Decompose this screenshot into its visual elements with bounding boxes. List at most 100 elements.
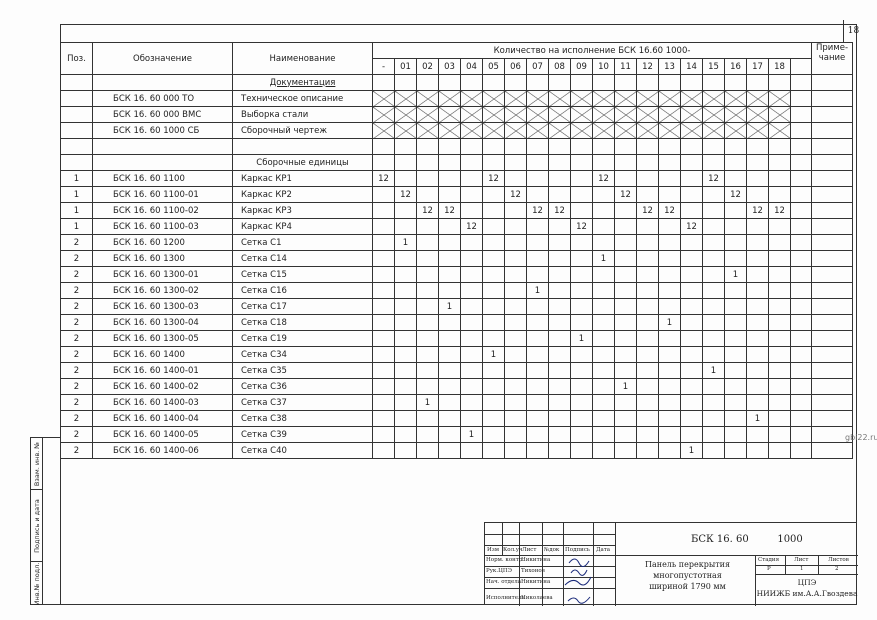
table-row: 2 БСК 16. 60 1300-02 Сетка С16 1 xyxy=(60,282,853,299)
cell-qty-16 xyxy=(724,394,747,411)
cell-qty-04 xyxy=(460,330,483,347)
cell-qty-06 xyxy=(504,154,527,171)
cell-name: Сетка С40 xyxy=(232,442,373,459)
cell-note xyxy=(811,378,853,395)
role-name: Николаева xyxy=(521,595,553,601)
cell-qty-14 xyxy=(680,234,703,251)
cell-qty-08 xyxy=(548,170,571,187)
cell-qty-10 xyxy=(592,330,615,347)
cell-pos: 2 xyxy=(60,314,93,331)
cell-qty-04 xyxy=(460,442,483,459)
cell-qty-17 xyxy=(746,218,769,235)
cell-qty-07 xyxy=(526,250,549,267)
cell-qty-10 xyxy=(592,74,615,91)
cell-qty-10 xyxy=(592,202,615,219)
cell-qty-05 xyxy=(482,122,505,139)
cell-qty-13 xyxy=(658,250,681,267)
cell-qty-01 xyxy=(394,378,417,395)
cell-qty-01 xyxy=(394,106,417,123)
col-header-izm: Изм xyxy=(487,547,500,553)
cell-qty-11 xyxy=(614,394,637,411)
table-row: 2 БСК 16. 60 1400-02 Сетка С36 1 xyxy=(60,378,853,395)
cell-qty-05 xyxy=(482,250,505,267)
cell-qty-08 xyxy=(548,138,571,155)
cell-qty-04 xyxy=(460,154,483,171)
cell-designation: БСК 16. 60 000 ТО xyxy=(92,90,233,107)
cell-qty-08 xyxy=(548,106,571,123)
cell-qty-12: 12 xyxy=(636,202,659,219)
cell-qty-03 xyxy=(438,330,461,347)
table-row: 2 БСК 16. 60 1400-04 Сетка С38 1 xyxy=(60,410,853,427)
cell-qty-02 xyxy=(416,298,439,315)
cell-designation: БСК 16. 60 1300 xyxy=(92,250,233,267)
cell-qty-02 xyxy=(416,90,439,107)
cell-qty-07 xyxy=(526,170,549,187)
cell-qty-05 xyxy=(482,362,505,379)
cell-qty-08 xyxy=(548,218,571,235)
cell-qty-01 xyxy=(394,394,417,411)
sheets-value: 2 xyxy=(835,566,839,572)
cell-note xyxy=(811,250,853,267)
table-row: 1 БСК 16. 60 1100-03 Каркас КР4 12 12 12 xyxy=(60,218,853,235)
cell-qty-01 xyxy=(394,202,417,219)
header-variant: 01 xyxy=(394,58,417,75)
cell-pos xyxy=(60,74,93,91)
cell-qty-02 xyxy=(416,442,439,459)
cell-qty-09 xyxy=(570,266,593,283)
cell-qty-extra xyxy=(790,170,812,187)
cell-qty-11 xyxy=(614,234,637,251)
cell-qty-04 xyxy=(460,394,483,411)
table-row: БСК 16. 60 1000 СБ Сборочный чертеж xyxy=(60,122,853,139)
cell-qty-05 xyxy=(482,74,505,91)
cell-designation: БСК 16. 60 1300-04 xyxy=(92,314,233,331)
cell-qty-base xyxy=(372,74,395,91)
cell-qty-07 xyxy=(526,234,549,251)
cell-qty-08 xyxy=(548,154,571,171)
cell-pos: 2 xyxy=(60,378,93,395)
cell-pos: 1 xyxy=(60,186,93,203)
cell-pos: 2 xyxy=(60,346,93,363)
cell-name: Сетка С14 xyxy=(232,250,373,267)
cell-qty-09 xyxy=(570,90,593,107)
cell-qty-06 xyxy=(504,170,527,187)
cell-qty-04 xyxy=(460,346,483,363)
cell-qty-17 xyxy=(746,250,769,267)
cell-qty-17: 1 xyxy=(746,410,769,427)
cell-designation: БСК 16. 60 1300-02 xyxy=(92,282,233,299)
cell-qty-04 xyxy=(460,234,483,251)
role-label: Рук.ЦПЭ xyxy=(486,568,512,574)
cell-qty-14 xyxy=(680,282,703,299)
cell-qty-base xyxy=(372,394,395,411)
cell-qty-18 xyxy=(768,170,791,187)
cell-qty-15: 1 xyxy=(702,362,725,379)
cell-qty-10 xyxy=(592,378,615,395)
cell-qty-09 xyxy=(570,234,593,251)
cell-designation: БСК 16. 60 1400-05 xyxy=(92,426,233,443)
cell-qty-base xyxy=(372,218,395,235)
cell-qty-06 xyxy=(504,282,527,299)
cell-qty-09 xyxy=(570,138,593,155)
cell-qty-07 xyxy=(526,74,549,91)
cell-qty-06 xyxy=(504,362,527,379)
side-stamp: Взам. инв. № Подпись и дата Инв.№ подл. xyxy=(30,437,60,605)
cell-qty-03 xyxy=(438,426,461,443)
cell-qty-02 xyxy=(416,218,439,235)
cell-qty-13 xyxy=(658,186,681,203)
cell-qty-03 xyxy=(438,90,461,107)
header-variant: 17 xyxy=(746,58,769,75)
organization: ЦПЭ НИИЖБ им.А.А.Гвоздева xyxy=(756,578,858,598)
section-heading: Документация xyxy=(232,74,373,91)
table-row: БСК 16. 60 000 ВМС Выборка стали xyxy=(60,106,853,123)
table-row xyxy=(60,138,853,155)
cell-qty-08 xyxy=(548,186,571,203)
table-row: 2 БСК 16. 60 1400 Сетка С34 1 xyxy=(60,346,853,363)
cell-qty-10 xyxy=(592,442,615,459)
cell-qty-14 xyxy=(680,90,703,107)
cell-qty-07 xyxy=(526,106,549,123)
header-variant: 04 xyxy=(460,58,483,75)
cell-qty-18 xyxy=(768,154,791,171)
cell-qty-10 xyxy=(592,138,615,155)
cell-qty-base xyxy=(372,282,395,299)
cell-qty-05 xyxy=(482,442,505,459)
